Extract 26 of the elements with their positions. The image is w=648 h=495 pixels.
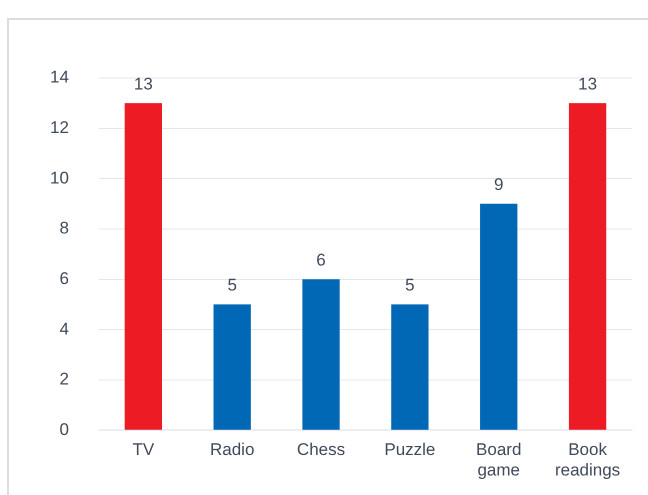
data-label: 9 — [494, 174, 504, 194]
bar — [391, 304, 429, 430]
y-tick-label: 14 — [50, 68, 69, 87]
data-label: 5 — [227, 276, 237, 295]
x-tick-label: Puzzle — [384, 440, 436, 460]
data-label: 6 — [316, 250, 326, 270]
x-tick-label: Board game — [476, 440, 522, 480]
data-label: 13 — [578, 74, 598, 94]
x-tick-label: Chess — [296, 440, 346, 460]
y-tick-label: 10 — [50, 168, 69, 188]
y-tick-label: 2 — [59, 370, 69, 389]
x-tick-label: TV — [132, 440, 155, 460]
y-tick-label: 4 — [59, 319, 69, 338]
y-tick-label: 12 — [50, 118, 69, 137]
data-label: 5 — [405, 276, 415, 295]
bar — [568, 103, 606, 430]
y-tick-label: 6 — [59, 268, 69, 288]
bar — [124, 103, 162, 430]
bar — [480, 204, 518, 430]
y-tick-label: 8 — [59, 218, 69, 238]
x-tick-label: Radio — [210, 440, 254, 460]
y-tick-label: 0 — [59, 420, 69, 439]
bar — [302, 279, 340, 430]
bar — [214, 304, 251, 430]
data-label: 13 — [134, 74, 153, 94]
x-tick-label: Book readings — [554, 440, 620, 480]
